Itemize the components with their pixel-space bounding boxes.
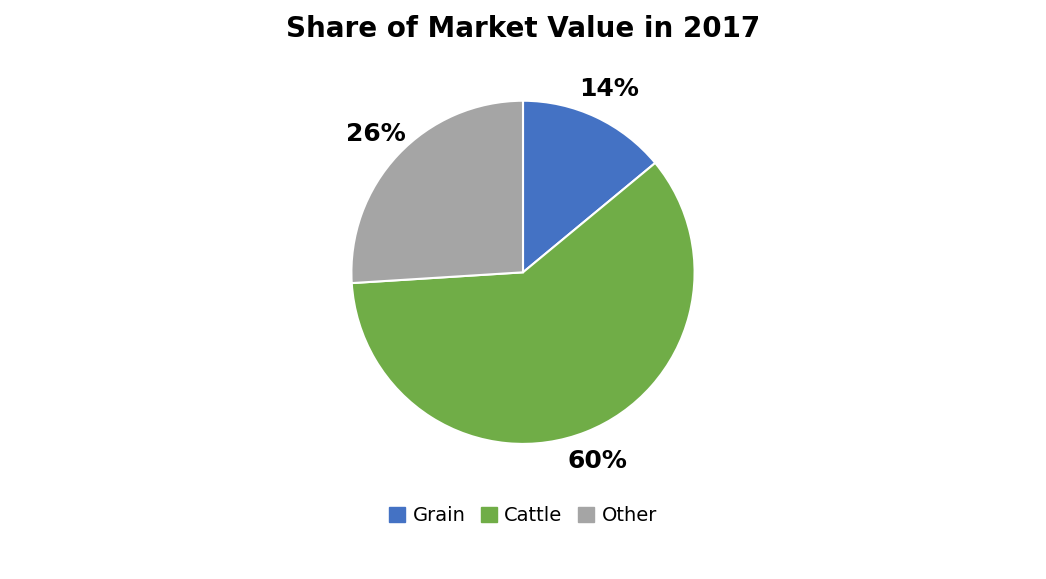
Text: 14%: 14% bbox=[579, 77, 639, 101]
Wedge shape bbox=[351, 101, 523, 283]
Wedge shape bbox=[351, 163, 695, 444]
Legend: Grain, Cattle, Other: Grain, Cattle, Other bbox=[382, 499, 664, 533]
Text: 26%: 26% bbox=[345, 122, 405, 146]
Text: 60%: 60% bbox=[568, 449, 628, 472]
Title: Share of Market Value in 2017: Share of Market Value in 2017 bbox=[286, 15, 760, 43]
Wedge shape bbox=[523, 101, 655, 272]
